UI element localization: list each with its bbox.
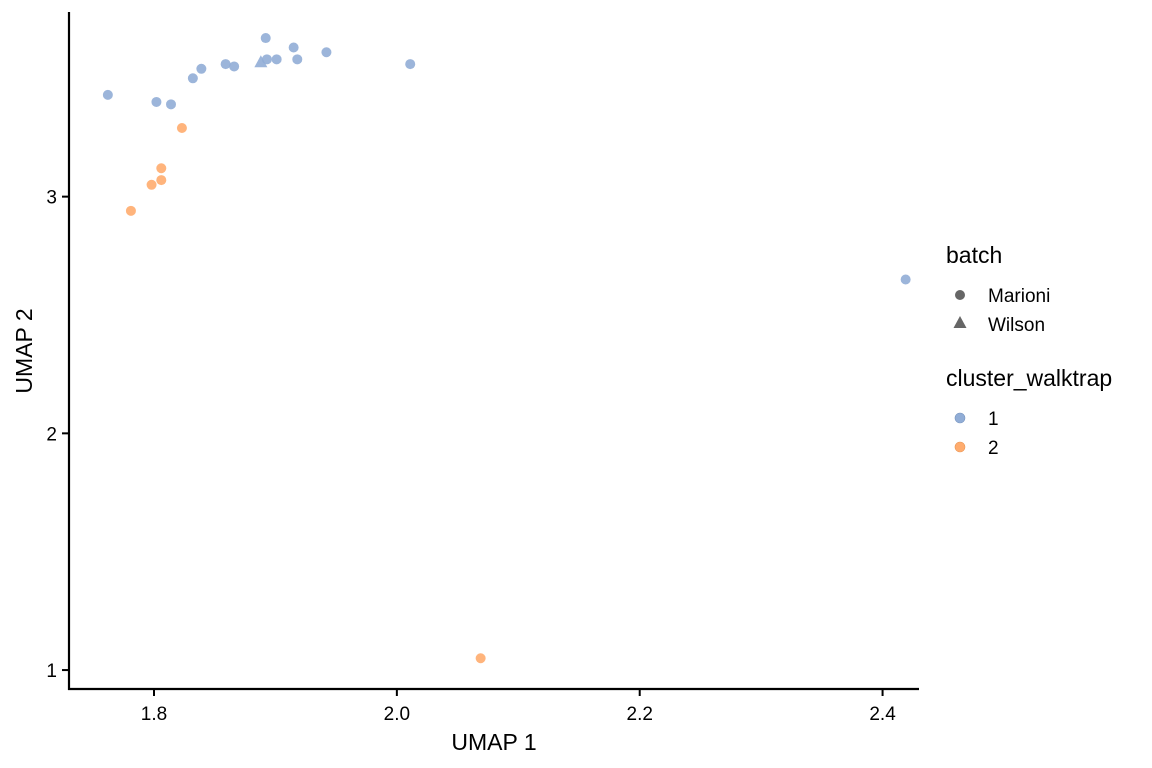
data-point: [151, 96, 162, 107]
data-point-triangle: [254, 55, 268, 68]
data-point: [156, 175, 167, 186]
points-layer: [102, 33, 911, 664]
legend-cluster-title: cluster_walktrap: [946, 365, 1112, 391]
legend-wilson-label: Wilson: [988, 315, 1045, 336]
data-point: [292, 54, 303, 65]
x-tick-label: 2.0: [384, 704, 410, 725]
legend-marioni-circle-icon: [955, 290, 965, 300]
x-axis-ticks: 1.8 2.0 2.2 2.4: [141, 689, 896, 725]
data-point: [475, 653, 486, 664]
data-point: [187, 73, 198, 84]
legend-cluster-2-swatch: [954, 441, 966, 453]
data-point: [405, 59, 416, 70]
legend-marioni-label: Marioni: [988, 286, 1050, 307]
x-tick-label: 2.2: [627, 704, 653, 725]
x-tick-label: 1.8: [141, 704, 167, 725]
x-tick-label: 2.4: [869, 704, 896, 725]
legend-batch: batch Marioni Wilson: [946, 242, 1050, 336]
data-point: [260, 33, 271, 44]
data-point: [156, 163, 167, 174]
legend-cluster-1-swatch: [954, 412, 966, 424]
data-point: [102, 89, 113, 100]
x-axis-title: UMAP 1: [451, 729, 536, 755]
legend-cluster: cluster_walktrap 1 2: [946, 365, 1112, 459]
y-axis-title: UMAP 2: [11, 308, 37, 393]
y-tick-label: 2: [46, 424, 57, 445]
data-point: [146, 179, 157, 190]
legend-batch-title: batch: [946, 242, 1002, 268]
data-point: [321, 47, 332, 58]
data-point: [166, 99, 176, 110]
data-point: [176, 122, 187, 133]
data-point: [261, 54, 272, 65]
data-point: [229, 61, 240, 72]
y-tick-label: 1: [46, 661, 57, 682]
legend-wilson-triangle-icon: [953, 316, 967, 328]
y-axis-ticks: 1 2 3: [46, 188, 69, 682]
data-point: [125, 205, 136, 216]
data-point: [271, 54, 282, 65]
data-point: [220, 59, 231, 70]
y-tick-label: 3: [46, 188, 57, 209]
legend-cluster-2-label: 2: [988, 438, 999, 459]
legend-cluster-1-label: 1: [988, 409, 999, 430]
data-point: [288, 42, 299, 53]
data-point: [196, 63, 207, 74]
data-point: [900, 274, 911, 285]
